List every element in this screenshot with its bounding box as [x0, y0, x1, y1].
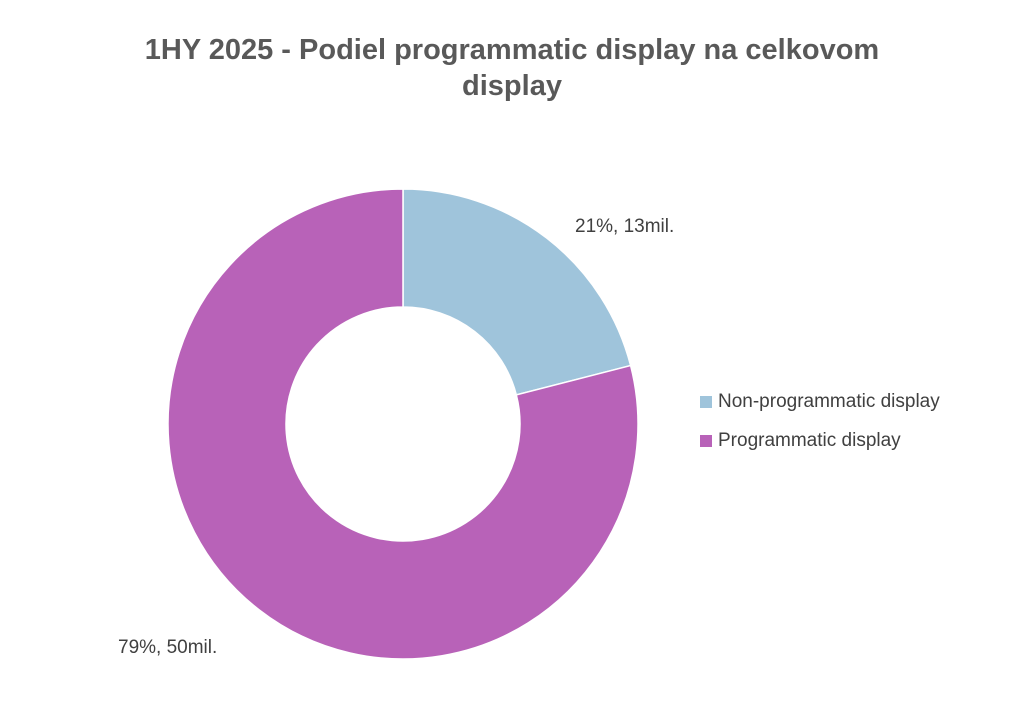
legend-item-programmatic: Programmatic display: [700, 429, 940, 453]
chart-title: 1HY 2025 - Podiel programmatic display n…: [0, 32, 1024, 104]
slice-non-programmatic: [402, 188, 632, 396]
legend-swatch-non-programmatic: [700, 396, 712, 408]
legend-label-programmatic: Programmatic display: [718, 430, 901, 451]
legend-swatch-programmatic: [700, 435, 712, 447]
slice-programmatic: [167, 188, 639, 660]
legend-label-non-programmatic: Non-programmatic display: [718, 391, 940, 412]
data-label-programmatic: 79%, 50mil.: [118, 637, 218, 658]
donut-slices: [167, 188, 639, 660]
data-label-non-programmatic: 21%, 13mil.: [575, 216, 675, 237]
chart-legend: Non-programmatic display Programmatic di…: [700, 390, 940, 468]
chart-title-line-2: display: [462, 70, 562, 102]
chart-title-line-1: 1HY 2025 - Podiel programmatic display n…: [144, 34, 880, 66]
legend-item-non-programmatic: Non-programmatic display: [700, 390, 940, 414]
